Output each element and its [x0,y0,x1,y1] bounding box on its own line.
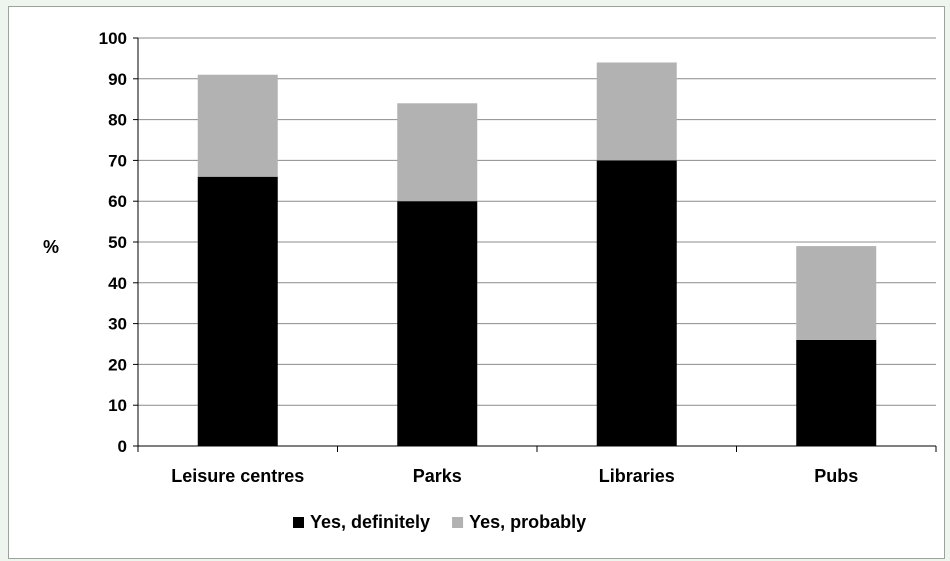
y-tick-label: 10 [108,396,127,415]
x-category-label: Leisure centres [171,466,304,486]
x-category-label: Pubs [814,466,858,486]
bar-yes-probably-pubs [796,246,877,340]
y-tick-label: 0 [118,437,127,456]
y-tick-label: 40 [108,274,127,293]
bar-yes-probably-libraries [596,62,677,161]
bar-yes-definitely-leisure-centres [197,176,278,446]
y-tick-label: 20 [108,355,127,374]
legend-swatch [293,517,304,528]
bar-yes-probably-leisure-centres [197,74,278,177]
y-tick-label: 90 [108,70,127,89]
bar-yes-definitely-libraries [596,160,677,446]
y-tick-label: 70 [108,151,127,170]
chart-frame: 0 10 20 30 40 50 60 70 80 90 100 Leisure centres Par… [8,6,945,559]
y-axis-title: % [43,237,59,257]
legend-swatch [452,517,464,528]
legend-label: Yes, probably [469,512,586,532]
x-category-label: Libraries [599,466,675,486]
bar-yes-definitely-parks [397,201,478,446]
bars [197,62,877,446]
legend-label: Yes, definitely [310,512,430,532]
legend: Yes, definitely Yes, probably [293,512,586,532]
y-tick-label: 30 [108,315,127,334]
y-tick-label: 50 [108,233,127,252]
bar-yes-definitely-pubs [796,339,877,446]
y-tick-label: 80 [108,111,127,130]
axes: 0 10 20 30 40 50 60 70 80 90 100 Leisure centres Par… [99,29,937,486]
bar-yes-probably-parks [397,103,478,202]
x-category-label: Parks [413,466,462,486]
stacked-bar-chart: 0 10 20 30 40 50 60 70 80 90 100 Leisure centres Par… [43,29,937,532]
y-tick-label: 100 [99,29,127,48]
y-tick-label: 60 [108,192,127,211]
